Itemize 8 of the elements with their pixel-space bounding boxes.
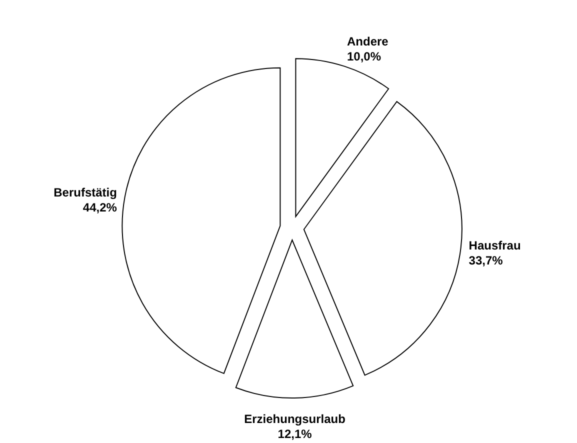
- slice-label: Andere: [347, 34, 389, 49]
- slice-label: Berufstätig: [54, 186, 117, 200]
- data-label: 33,7%: [468, 254, 504, 268]
- data-label: 12,1%: [278, 426, 312, 441]
- slice-label: Hausfrau: [468, 238, 521, 253]
- data-label: 10,0%: [347, 50, 382, 64]
- data-label: 44,2%: [82, 200, 118, 215]
- slice-label: Erziehungsurlaub: [244, 412, 346, 426]
